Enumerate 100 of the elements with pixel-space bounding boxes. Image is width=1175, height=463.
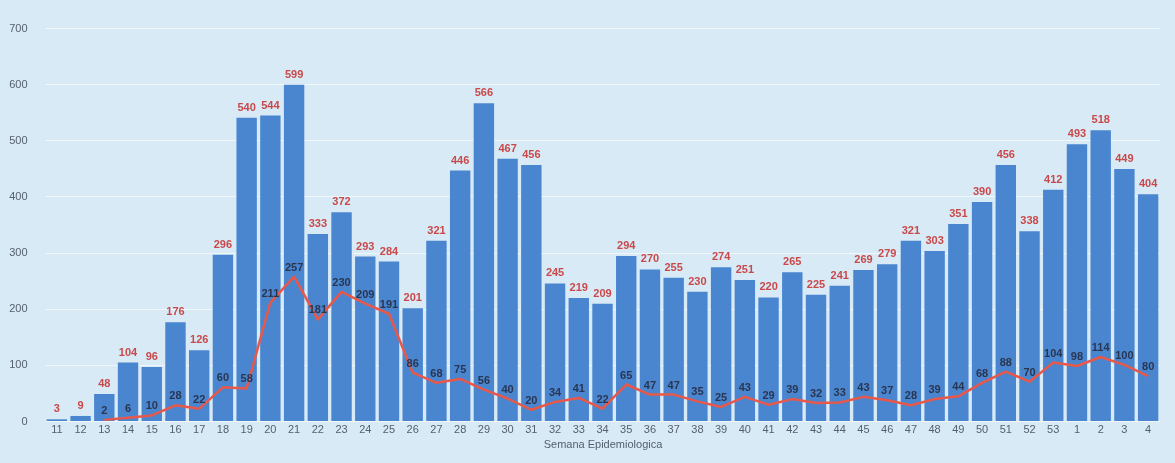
data-label: 176: [166, 305, 185, 318]
bar: [1066, 144, 1088, 421]
x-tick-label: 19: [240, 422, 253, 435]
bar: [355, 256, 376, 421]
bar: [568, 298, 589, 421]
data-label: 56: [477, 373, 491, 386]
x-tick-label: 44: [833, 422, 846, 435]
data-label: 449: [1115, 151, 1134, 164]
x-tick-label: 13: [98, 422, 111, 435]
bar: [948, 223, 969, 421]
bar: [94, 394, 115, 421]
data-label: 230: [332, 275, 351, 288]
x-tick-label: 36: [643, 422, 657, 435]
x-tick-label: 27: [430, 422, 443, 435]
data-label: 338: [1020, 214, 1039, 227]
data-label: 321: [901, 223, 921, 236]
x-tick-label: 41: [762, 422, 775, 435]
x-tick-label: 48: [928, 422, 941, 435]
data-label: 293: [356, 239, 375, 252]
data-label: 47: [667, 378, 680, 391]
data-label: 412: [1044, 172, 1063, 185]
x-tick-label: 17: [193, 422, 206, 435]
data-label: 25: [714, 390, 728, 403]
data-label: 220: [759, 280, 778, 293]
bar: [995, 164, 1016, 421]
data-label: 241: [830, 268, 849, 281]
bar: [734, 280, 756, 421]
data-label: 296: [213, 237, 233, 250]
data-label: 114: [1091, 341, 1111, 353]
data-label: 6: [124, 401, 132, 414]
data-label: 126: [190, 333, 209, 346]
data-label: 65: [620, 368, 633, 381]
bar: [212, 254, 234, 421]
data-label: 28: [169, 389, 182, 402]
data-label: 265: [783, 255, 802, 268]
x-tick-label: 42: [786, 422, 799, 435]
x-tick-label: 39: [714, 422, 728, 435]
data-label: 9: [77, 398, 84, 411]
bar: [663, 277, 684, 421]
data-label: 191: [379, 297, 399, 310]
data-label: 456: [522, 147, 541, 160]
data-label: 96: [145, 350, 158, 363]
x-tick-label: 50: [975, 422, 989, 435]
data-label: 47: [643, 378, 657, 391]
data-label: 68: [430, 366, 443, 379]
data-label: 32: [809, 387, 823, 400]
x-tick-label: 25: [382, 422, 396, 435]
x-tick-label: 12: [74, 422, 87, 435]
data-label: 43: [738, 380, 751, 393]
data-label: 35: [691, 385, 704, 398]
bar: [307, 234, 329, 421]
data-label: 40: [501, 382, 514, 395]
data-label: 2: [101, 403, 108, 416]
data-label: 44: [952, 380, 966, 393]
x-tick-label: 4: [1145, 422, 1152, 435]
data-label: 279: [878, 247, 897, 260]
x-axis-title: Semana Epidemiologica: [543, 437, 664, 450]
data-label: 456: [996, 147, 1015, 160]
data-label: 60: [216, 371, 230, 384]
bar: [473, 103, 495, 421]
y-tick-label: 300: [9, 246, 28, 259]
data-label: 48: [98, 377, 111, 390]
data-label: 255: [664, 260, 683, 273]
bar: [829, 285, 850, 421]
data-label: 22: [596, 392, 609, 405]
x-tick-label: 16: [169, 422, 182, 435]
data-label: 100: [1115, 348, 1134, 361]
data-label: 321: [427, 223, 446, 236]
bar: [924, 250, 945, 421]
x-tick-label: 40: [738, 422, 751, 435]
data-label: 211: [261, 286, 280, 299]
bar: [402, 308, 423, 421]
data-label: 269: [854, 252, 873, 265]
bar: [449, 170, 471, 421]
data-label: 284: [379, 244, 400, 257]
x-tick-label: 26: [406, 422, 419, 435]
bar: [853, 269, 874, 421]
bar: [687, 291, 708, 421]
x-tick-label: 52: [1023, 422, 1036, 435]
bar: [260, 115, 281, 421]
x-tick-label: 3: [1121, 422, 1128, 435]
data-label: 225: [806, 277, 826, 290]
data-label: 34: [548, 385, 563, 398]
x-tick-label: 30: [501, 422, 514, 435]
x-tick-label: 45: [857, 422, 870, 435]
bar: [165, 322, 186, 421]
data-label: 68: [975, 366, 989, 379]
bar: [331, 212, 352, 421]
data-label: 33: [833, 386, 846, 399]
bar: [758, 297, 779, 421]
data-label: 219: [569, 281, 588, 294]
x-tick-label: 2: [1097, 422, 1104, 435]
data-label: 88: [999, 355, 1012, 368]
data-label: 43: [857, 380, 870, 393]
bar: [1137, 194, 1159, 421]
data-label: 274: [711, 250, 732, 263]
data-label: 98: [1070, 349, 1084, 362]
x-tick-label: 46: [881, 422, 894, 435]
data-label: 209: [593, 286, 612, 299]
data-label: 270: [640, 252, 660, 265]
